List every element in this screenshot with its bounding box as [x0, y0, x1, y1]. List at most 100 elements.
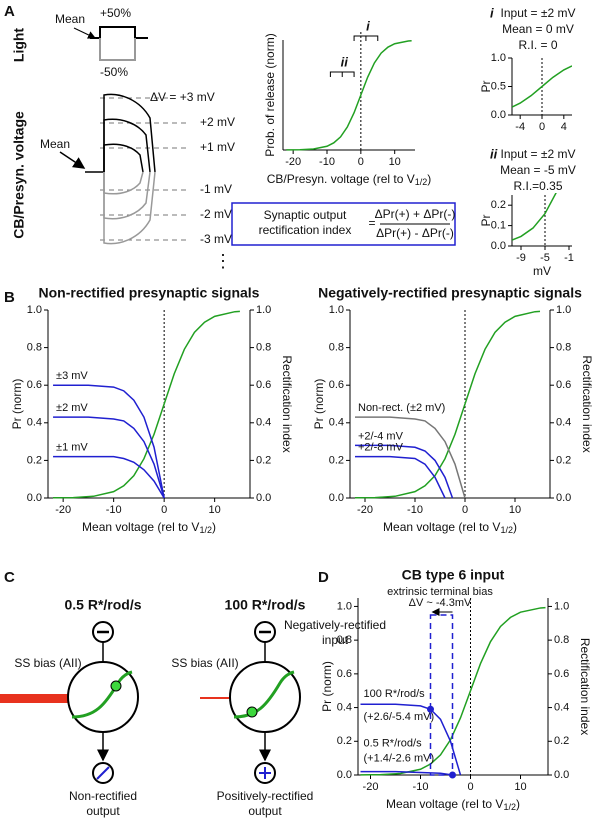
chart: -20 -10 0 10 CB/Presyn. voltage (rel to V1/2…: [263, 18, 431, 187]
y-tick-label: 0.8: [329, 342, 344, 354]
series-label: +2/-4 mV: [358, 430, 404, 442]
x-tick-label: -20: [55, 504, 71, 516]
x-axis-label-part: 1/2: [500, 525, 513, 535]
curve: [360, 606, 546, 776]
curve: [512, 65, 572, 108]
y2-tick-label: 0.6: [554, 668, 569, 680]
y-tick-label: 0.2: [27, 454, 42, 466]
x-tick-label: 0: [467, 781, 473, 793]
chart-title: Input = ±2 mV: [501, 147, 576, 161]
y2-tick-label: 0.4: [554, 701, 569, 713]
series-note: (+2.6/-5.4 mV): [364, 711, 435, 723]
curve: [512, 193, 557, 241]
y-tick-label: 0.0: [27, 492, 42, 504]
chart: 0.0 0.2 0.4 0.6 0.8 1.0 0.0 0.2 0.4 0.6 0.8 1.0 -20 -…: [10, 285, 294, 536]
chart: 0.0 0.1 0.2 -9 -5 -1 Input = ±2 mV Mean = -5 mV…: [479, 146, 576, 278]
light-label: Light: [11, 28, 27, 63]
minus-label: -50%: [100, 65, 128, 79]
x-axis-label-part: 1/2: [199, 525, 212, 535]
output-label: Non-rectified: [69, 789, 137, 803]
chart-title: CB type 6 input: [402, 567, 505, 583]
bias-label: SS bias (AII): [14, 656, 81, 670]
positive-traces: [103, 93, 156, 173]
step-label: +1 mV: [200, 140, 235, 154]
curve: [53, 455, 165, 499]
y-tick-label: 0.0: [329, 492, 344, 504]
curve: [286, 40, 412, 151]
y2-tick-label: 0.8: [554, 634, 569, 646]
voltage-label: CB/Presyn. voltage: [11, 111, 27, 239]
y2-tick-label: 0.2: [256, 454, 271, 466]
bias-box: [429, 614, 454, 776]
input-label: Negatively-rectified: [284, 618, 386, 632]
denominator: ΔPr(+) - ΔPr(-): [376, 226, 454, 240]
annotation: ΔV ~ -4.3mV: [409, 597, 472, 609]
y-tick-label: 0.4: [27, 417, 42, 429]
step-label: -1 mV: [200, 182, 232, 196]
y2-tick-label: 1.0: [554, 600, 569, 612]
x-tick-label: -20: [357, 504, 373, 516]
condition-title: 0.5 R*/rod/s: [64, 597, 141, 613]
numerator: ΔPr(+) + ΔPr(-): [375, 207, 456, 221]
y-tick-label: 1.0: [329, 304, 344, 316]
y-axis-label: Pr (norm): [10, 379, 24, 430]
y-tick-label: 0.5: [491, 80, 506, 92]
output-label: output: [86, 804, 120, 818]
y-tick-label: 0.2: [337, 735, 352, 747]
series-label: Non-rect. (±2 mV): [358, 402, 445, 414]
step-label: -2 mV: [200, 207, 232, 221]
y-tick-label: 0.2: [491, 199, 506, 211]
curve: [355, 444, 454, 499]
y-tick-label: 1.0: [491, 52, 506, 64]
x-tick-label: -10: [106, 504, 122, 516]
x-tick-label: 0: [161, 504, 167, 516]
x-tick-label: 10: [389, 156, 401, 168]
x-tick-label: 0: [358, 156, 364, 168]
curve: [53, 384, 165, 499]
bias-label: SS bias (AII): [171, 656, 238, 670]
x-axis-label-part: ): [516, 797, 520, 811]
y-tick-label: 0.8: [337, 634, 352, 646]
x-tick-label: 0: [539, 121, 545, 133]
x-axis-label-part: 1/2: [415, 177, 428, 187]
bracket-label: i: [366, 18, 370, 33]
y-tick-label: 0.4: [329, 417, 344, 429]
mean-label: Mean: [40, 137, 70, 151]
x-axis-label-part: 1/2: [503, 802, 516, 812]
x-axis-label-part: ): [212, 520, 216, 534]
x-tick-label: -1: [564, 252, 574, 264]
chart: 0.0 0.5 1.0 -4 0 4 Input = ±2 mV Mean = 0 mV R.I…: [479, 5, 575, 132]
panel-label: A: [4, 3, 15, 20]
x-tick-label: 10: [509, 504, 521, 516]
y-tick-label: 1.0: [27, 304, 42, 316]
x-tick-label: -5: [540, 252, 550, 264]
condition-title: 100 R*/rod/s: [225, 597, 306, 613]
y2-tick-label: 0.0: [256, 492, 271, 504]
stimulus: [90, 26, 148, 39]
level-lines: [100, 97, 190, 241]
ellipsis: ⋮: [214, 251, 232, 271]
chart-title: Non-rectified presynaptic signals: [39, 285, 260, 301]
x-tick-label: 10: [209, 504, 221, 516]
equation-lhs: Synaptic output: [264, 208, 347, 222]
y2-tick-label: 0.2: [556, 454, 571, 466]
input-label: input: [322, 633, 349, 647]
y2-tick-label: 0.0: [554, 769, 569, 781]
curve: [355, 416, 466, 499]
y-axis-label: Pr (norm): [320, 661, 334, 712]
bracket-label: ii: [341, 54, 349, 69]
y-axis-label: Pr (norm): [312, 379, 326, 430]
y-axis-label: Pr: [479, 214, 493, 226]
chart-title: R.I. = 0: [518, 38, 557, 52]
y2-tick-label: 1.0: [256, 304, 271, 316]
chart-title: Mean = -5 mV: [500, 163, 576, 177]
point: [427, 705, 434, 713]
curve: [360, 770, 453, 776]
x-tick-label: 0: [462, 504, 468, 516]
plus-label: +50%: [100, 6, 131, 20]
mean-label: Mean: [55, 12, 85, 26]
x-tick-label: -9: [516, 252, 526, 264]
step-label: -3 mV: [200, 232, 232, 246]
chart: 0.0 0.2 0.4 0.6 0.8 1.0 0.0 0.2 0.4 0.6 0.8 1.0 -20 -…: [320, 567, 592, 813]
x-tick-label: -20: [285, 156, 301, 168]
